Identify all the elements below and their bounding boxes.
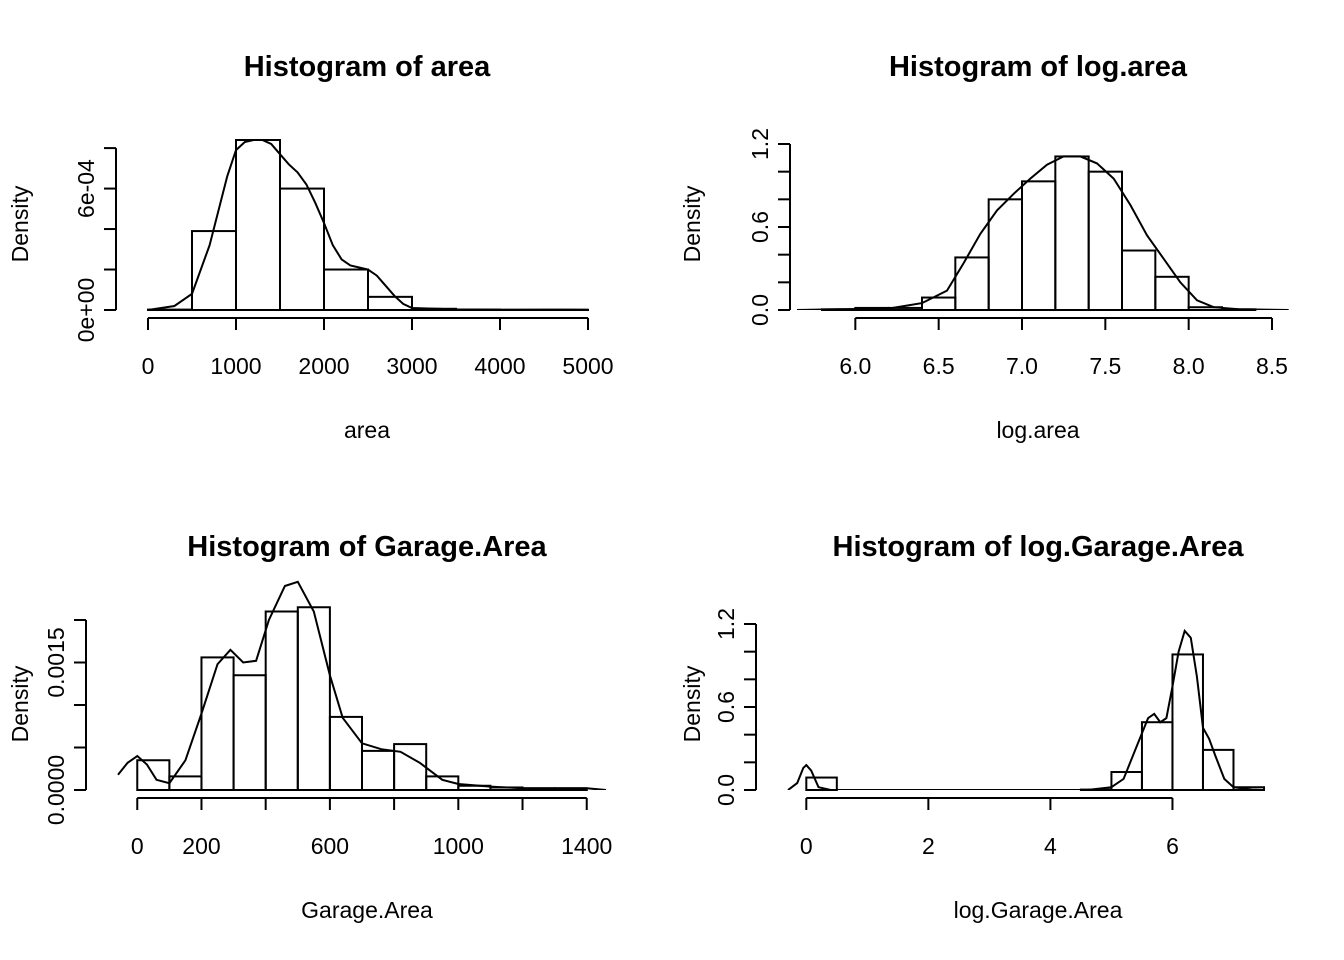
density-curve [796,155,1289,310]
x-tick-label: 7.5 [1089,353,1121,379]
x-tick-label: 4000 [474,353,525,379]
density-curve [147,139,589,310]
histogram-bar [921,296,957,311]
x-tick-label: 8.5 [1256,353,1288,379]
histogram-bar [1110,771,1143,791]
x-tick-label: 1000 [433,833,484,859]
plot-area: 6.0 6.5 7.0 7.5 8.0 8.5 0.0 0.6 1.2 [747,128,1289,379]
y-tick-label: 0.0015 [43,627,69,697]
y-tick-label: 0.6 [747,211,773,243]
histogram-bar [361,749,396,792]
x-tick-label: 8.0 [1173,353,1205,379]
y-axis-label: Density [679,185,705,262]
density-curve [117,580,607,790]
y-axis-label: Density [7,665,33,742]
x-axis-label: log.area [996,417,1079,443]
histogram-bar [191,230,237,311]
panel-log-garage-area: Histogram of log.Garage.Area log.Garage.… [679,531,1266,923]
histogram-bar [264,610,299,791]
x-axis-label: Garage.Area [301,897,433,923]
plot-area: 0 1000 2000 3000 4000 5000 0e+00 6e-04 [73,139,614,379]
histogram-bar [1140,721,1174,792]
histogram-bar [200,656,235,792]
histogram-bar [1201,748,1235,792]
y-tick-label: 1.2 [713,608,739,640]
plot-area: 0 2 4 6 0.0 0.6 1.2 [713,608,1266,859]
y-tick-label: 0.0 [747,294,773,326]
x-tick-label: 2 [922,833,935,859]
y-tick-label: 0.0000 [43,755,69,825]
density-curve [787,628,1265,790]
plot-area: 0 200 600 1000 1400 0.0000 0.0015 [43,580,612,859]
histogram-bar [954,256,990,311]
y-axis-label: Density [7,185,33,262]
panel-title: Histogram of log.Garage.Area [833,531,1245,563]
x-tick-label: 6.5 [923,353,955,379]
histogram-bar [168,775,203,792]
panel-log-area: Histogram of log.area log.area Density 6… [679,51,1289,443]
x-tick-label: 0 [800,833,813,859]
x-tick-label: 5000 [562,353,613,379]
x-axis-label: area [344,417,390,443]
panel-title: Histogram of area [244,51,491,83]
x-tick-label: 1400 [561,833,612,859]
x-tick-label: 0 [142,353,155,379]
histogram-bar [1021,180,1057,311]
x-tick-label: 200 [182,833,220,859]
histogram-bar [328,715,364,792]
histogram-bar [805,776,838,791]
y-tick-label: 6e-04 [73,159,99,218]
x-tick-label: 0 [131,833,144,859]
histogram-bar [136,759,171,791]
histogram-bar [1054,155,1090,311]
panel-title: Histogram of log.area [889,51,1188,83]
panel-title: Histogram of Garage.Area [187,531,547,563]
histogram-bar [235,139,281,311]
histogram-bar [296,606,331,791]
x-axis-label: log.Garage.Area [954,897,1123,923]
histogram-bar [1087,170,1123,311]
y-tick-label: 0.0 [713,774,739,806]
x-tick-label: 6 [1166,833,1179,859]
y-tick-label: 0.6 [713,691,739,723]
panel-area: Histogram of area area Density 0 1000 2000… [7,51,614,443]
x-tick-label: 7.0 [1006,353,1038,379]
histogram-bar [1171,653,1204,792]
y-tick-label: 0e+00 [73,278,99,343]
histogram-bar [232,674,267,791]
x-tick-label: 2000 [298,353,349,379]
x-tick-label: 4 [1044,833,1057,859]
x-tick-label: 600 [311,833,349,859]
histogram-bar [323,268,369,311]
histogram-bar [1121,249,1157,311]
x-tick-label: 3000 [386,353,437,379]
panel-garage-area: Histogram of Garage.Area Garage.Area Den… [7,531,612,923]
y-axis-label: Density [679,665,705,742]
histogram-bar [1154,275,1190,311]
histogram-bar [279,187,325,311]
y-tick-label: 1.2 [747,128,773,160]
x-tick-label: 6.0 [839,353,871,379]
x-tick-label: 1000 [210,353,261,379]
histogram-bar [367,295,413,312]
